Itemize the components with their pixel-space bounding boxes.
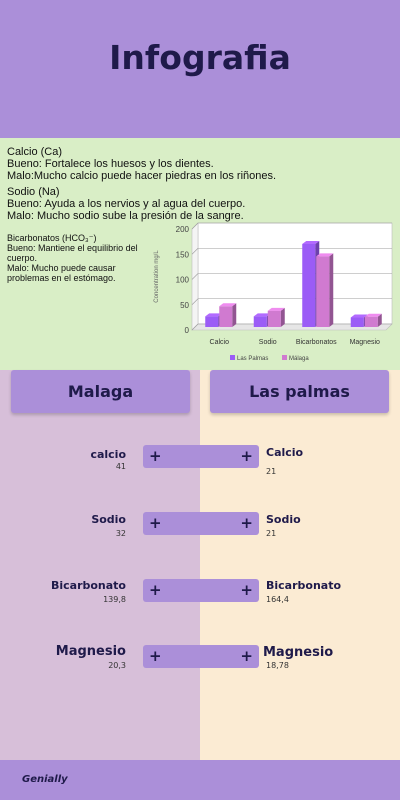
sodio-slider[interactable]: + + — [143, 512, 259, 535]
x-tick-label: Magnesio — [350, 339, 380, 346]
las-palmas-calcio-value: 21 — [266, 467, 277, 476]
bicarbonatos-block: Bicarbonatos (HCO₃⁻) Bueno: Mantiene el … — [7, 233, 138, 283]
bicarbonatos-bueno-1: Bueno: Mantiene el equilibrio del — [7, 243, 138, 253]
bar-las-palmas-calcio — [205, 316, 219, 327]
las-palmas-bicarbonato-label: Bicarbonato — [266, 579, 342, 592]
bicarbonatos-malo-1: Malo: Mucho puede causar — [7, 263, 116, 273]
sodio-block: Sodio (Na) Bueno: Ayuda a los nervios y … — [7, 186, 245, 222]
sodio-bueno: Bueno: Ayuda a los nervios y al agua del… — [7, 198, 246, 210]
bar-top — [350, 314, 368, 318]
malaga-panel — [0, 370, 200, 760]
legend-label: Málaga — [289, 356, 309, 362]
plus-icon[interactable]: + — [149, 514, 162, 532]
malaga-calcio-value: 41 — [115, 462, 126, 471]
bar-top — [364, 313, 382, 317]
legend-swatch — [282, 355, 287, 360]
bar-side — [280, 307, 285, 327]
malaga-calcio-label: calcio — [90, 448, 126, 461]
malaga-bicarbonato-label: Bicarbonato — [50, 579, 126, 592]
chart-gridline-side — [191, 273, 199, 280]
las-palmas-button[interactable]: Las palmas — [210, 370, 389, 413]
bar-málaga-magnesio — [364, 316, 378, 327]
las-palmas-sodio-label: Sodio — [266, 513, 301, 526]
bar-málaga-bicarbonatos — [316, 256, 330, 327]
header: Infografia — [0, 0, 400, 138]
bar-top — [219, 303, 237, 307]
y-tick-label: 50 — [180, 301, 189, 310]
bicarbonatos-bueno-2: cuerpo. — [7, 253, 38, 263]
sodio-heading: Sodio (Na) — [7, 186, 60, 198]
calcio-heading: Calcio (Ca) — [7, 146, 63, 158]
plus-icon[interactable]: + — [240, 581, 253, 599]
plus-icon[interactable]: + — [149, 581, 162, 599]
bar-las-palmas-bicarbonatos — [302, 243, 316, 327]
chart-gridline-side — [191, 222, 199, 230]
chart-gridline-side — [191, 298, 199, 305]
malaga-magnesio-label: Magnesio — [55, 644, 126, 659]
plus-icon[interactable]: + — [240, 514, 253, 532]
las-palmas-sodio-value: 21 — [266, 529, 277, 538]
footer-brand[interactable]: Genially — [22, 774, 68, 785]
bicarbonatos-malo-2: problemas en el estómago. — [7, 273, 116, 283]
bicarbonato-slider[interactable]: + + — [143, 579, 259, 602]
las-palmas-calcio-label: Calcio — [266, 446, 304, 459]
bar-side — [232, 303, 237, 327]
bar-side — [377, 313, 382, 327]
calcio-slider[interactable]: + + — [143, 445, 259, 468]
las-palmas-magnesio-label: Magnesio — [263, 645, 334, 660]
malaga-sodio-label: Sodio — [91, 513, 126, 526]
calcio-bueno: Bueno: Fortalece los huesos y los diente… — [7, 158, 214, 170]
y-axis-label: Concentration mg/L — [154, 250, 160, 303]
legend-label: Las Palmas — [237, 356, 268, 362]
bar-las-palmas-magnesio — [350, 317, 364, 327]
y-tick-label: 0 — [185, 326, 190, 335]
bar-top — [205, 313, 223, 317]
bar-málaga-calcio — [219, 306, 233, 327]
calcio-malo: Malo:Mucho calcio puede hacer piedras en… — [7, 170, 277, 182]
malaga-sodio-value: 32 — [115, 529, 126, 538]
bicarbonatos-heading: Bicarbonatos (HCO₃⁻) — [7, 233, 97, 243]
las-palmas-panel — [200, 370, 400, 760]
x-tick-label: Calcio — [210, 339, 230, 346]
y-tick-label: 150 — [176, 250, 190, 259]
bar-top — [302, 240, 320, 244]
chart-gridline-side — [191, 323, 199, 331]
x-tick-label: Sodio — [259, 339, 277, 346]
las-palmas-bicarbonato-value: 164,4 — [266, 595, 289, 604]
calcio-block: Calcio (Ca) Bueno: Fortalece los huesos … — [7, 146, 276, 182]
sodio-malo: Malo: Mucho sodio sube la presión de la … — [7, 210, 244, 222]
malaga-magnesio-value: 20,3 — [108, 661, 126, 670]
y-tick-label: 200 — [176, 225, 190, 234]
las-palmas-magnesio-value: 18,78 — [266, 661, 289, 670]
x-tick-label: Bicarbonatos — [296, 339, 337, 346]
bar-las-palmas-sodio — [253, 316, 267, 327]
chart-gridline-side — [191, 248, 199, 255]
bar-side — [329, 253, 334, 327]
mineral-bar-chart: 0 50 100 150 200 Concentration mg/L Calcio Sodi… — [154, 222, 393, 362]
bar-málaga-sodio — [267, 310, 281, 327]
plus-icon[interactable]: + — [149, 447, 162, 465]
bar-top — [316, 253, 334, 257]
plus-icon[interactable]: + — [149, 647, 162, 665]
malaga-bicarbonato-value: 139,8 — [103, 595, 126, 604]
malaga-button[interactable]: Malaga — [11, 370, 190, 413]
footer: Genially — [0, 760, 400, 800]
y-tick-label: 100 — [176, 276, 190, 285]
magnesio-slider[interactable]: + + — [143, 645, 259, 668]
bar-top — [267, 307, 285, 311]
legend-swatch — [230, 355, 235, 360]
plus-icon[interactable]: + — [240, 647, 253, 665]
bar-top — [253, 313, 271, 317]
page-title: Infografia — [109, 38, 291, 77]
plus-icon[interactable]: + — [240, 447, 253, 465]
